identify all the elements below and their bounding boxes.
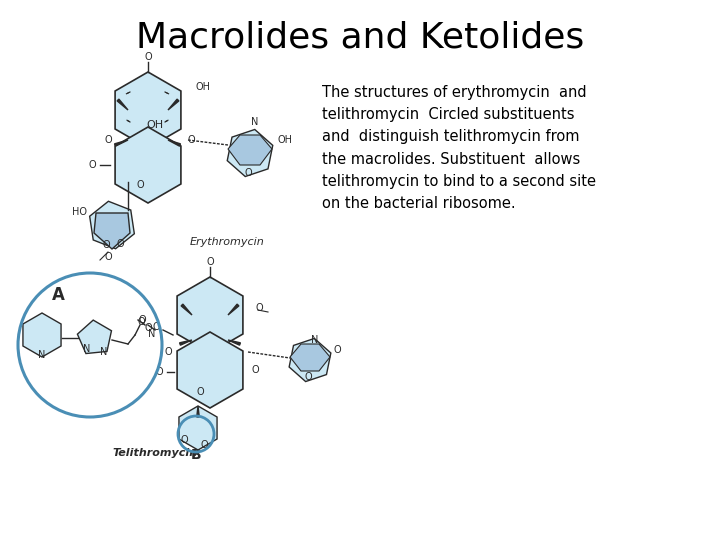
Text: O: O	[256, 303, 264, 313]
Text: OH: OH	[195, 82, 210, 92]
Text: O: O	[138, 315, 146, 325]
Text: HO: HO	[72, 207, 87, 217]
Text: N: N	[251, 117, 258, 127]
Polygon shape	[78, 320, 112, 354]
Text: O: O	[188, 135, 196, 145]
Polygon shape	[179, 340, 192, 345]
Text: B: B	[191, 448, 202, 462]
Polygon shape	[23, 313, 61, 357]
Polygon shape	[228, 130, 273, 177]
Text: Macrolides and Ketolides: Macrolides and Ketolides	[136, 20, 584, 54]
Text: OH: OH	[146, 120, 163, 130]
Polygon shape	[179, 406, 217, 450]
Polygon shape	[228, 340, 240, 345]
Polygon shape	[197, 406, 199, 417]
Polygon shape	[168, 140, 181, 146]
Text: O: O	[116, 239, 124, 249]
Polygon shape	[115, 127, 181, 203]
Text: O: O	[136, 180, 144, 190]
Text: O: O	[252, 365, 260, 375]
Text: N: N	[311, 335, 319, 345]
Text: O: O	[156, 367, 163, 377]
Text: O: O	[102, 240, 110, 250]
Text: A: A	[52, 286, 64, 304]
Polygon shape	[117, 99, 128, 110]
Text: O: O	[196, 387, 204, 397]
Text: O: O	[304, 372, 312, 382]
Text: N: N	[100, 347, 108, 357]
Text: O: O	[244, 168, 252, 178]
Polygon shape	[290, 344, 330, 371]
Text: O: O	[144, 52, 152, 62]
Polygon shape	[181, 304, 192, 315]
Polygon shape	[90, 201, 135, 249]
Text: Telithromycin: Telithromycin	[112, 448, 197, 458]
Polygon shape	[115, 72, 181, 148]
Text: O: O	[164, 347, 172, 357]
Text: N: N	[38, 350, 45, 360]
Text: OH: OH	[278, 135, 293, 145]
Text: O: O	[104, 135, 112, 145]
Polygon shape	[177, 332, 243, 408]
Text: O: O	[180, 435, 188, 445]
Text: O: O	[138, 317, 145, 327]
Text: N: N	[148, 329, 155, 339]
Polygon shape	[177, 277, 243, 353]
Text: O: O	[104, 252, 112, 262]
Text: O: O	[200, 440, 208, 450]
Text: The structures of erythromycin  and
telithromycin  Circled substituents
and  dis: The structures of erythromycin and telit…	[322, 85, 596, 211]
Polygon shape	[289, 339, 331, 382]
Text: O: O	[144, 323, 152, 333]
Polygon shape	[114, 140, 128, 146]
Polygon shape	[228, 135, 272, 165]
Text: N: N	[84, 344, 91, 354]
Text: O: O	[206, 257, 214, 267]
Text: O: O	[334, 345, 341, 355]
Polygon shape	[168, 99, 179, 110]
Text: O: O	[89, 160, 96, 170]
Polygon shape	[228, 304, 239, 315]
Text: Erythromycin: Erythromycin	[190, 237, 265, 247]
Polygon shape	[94, 213, 130, 249]
Text: O: O	[153, 322, 160, 332]
